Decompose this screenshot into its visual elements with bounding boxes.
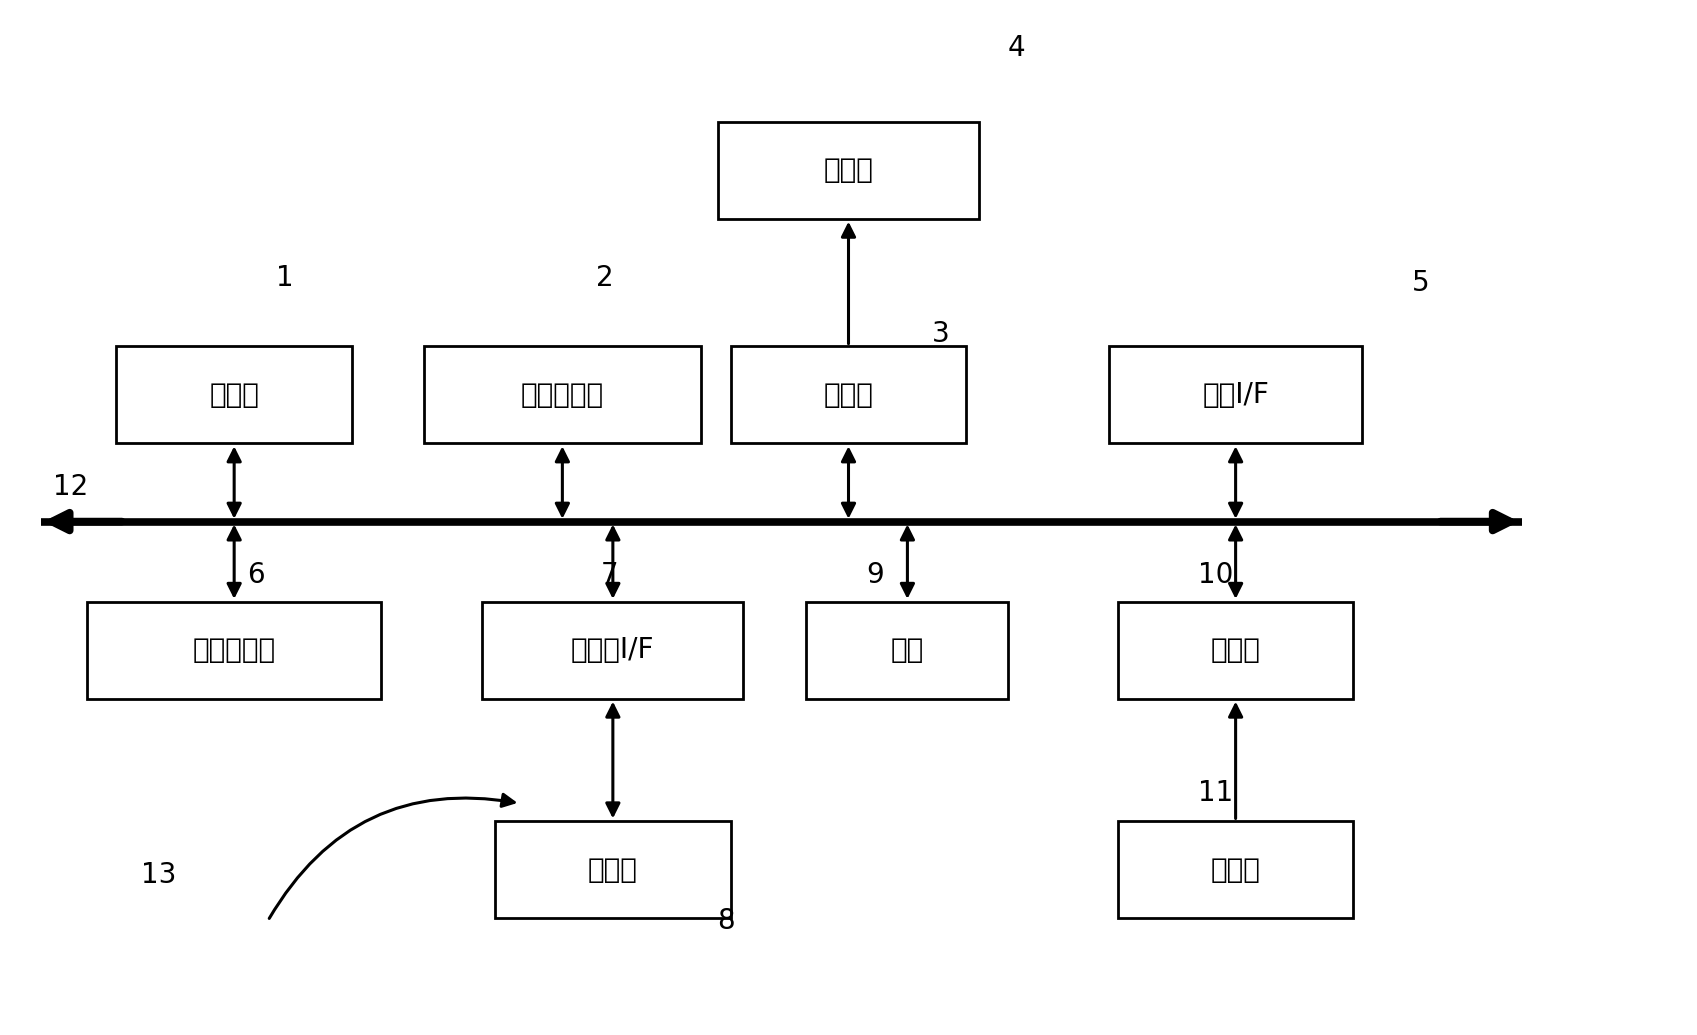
Text: 存储卡I/F: 存储卡I/F bbox=[572, 637, 655, 664]
Bar bbox=[718, 122, 979, 218]
Text: 13: 13 bbox=[141, 861, 176, 889]
Text: 显示部: 显示部 bbox=[823, 156, 874, 184]
Text: 拍摄部: 拍摄部 bbox=[209, 381, 260, 409]
Bar bbox=[806, 601, 1008, 699]
Text: 1: 1 bbox=[277, 264, 294, 292]
Bar bbox=[496, 822, 731, 918]
Bar bbox=[87, 601, 382, 699]
Text: 2: 2 bbox=[596, 264, 613, 292]
Text: 7: 7 bbox=[601, 561, 618, 589]
Text: 3: 3 bbox=[932, 320, 950, 348]
Text: 12: 12 bbox=[53, 473, 88, 501]
Text: 存储卡: 存储卡 bbox=[587, 856, 638, 884]
Text: 闪存: 闪存 bbox=[891, 637, 925, 664]
Text: 11: 11 bbox=[1198, 779, 1234, 807]
Bar bbox=[482, 601, 743, 699]
Text: 通信I/F: 通信I/F bbox=[1201, 381, 1269, 409]
Bar bbox=[1118, 822, 1354, 918]
Text: 显控部: 显控部 bbox=[823, 381, 874, 409]
Text: 操作部: 操作部 bbox=[1210, 856, 1261, 884]
Text: 图像处理部: 图像处理部 bbox=[521, 381, 604, 409]
Text: 5: 5 bbox=[1412, 269, 1429, 297]
Bar bbox=[731, 347, 966, 443]
Text: 8: 8 bbox=[716, 907, 735, 935]
Text: 控制部: 控制部 bbox=[1210, 637, 1261, 664]
Text: 临时存储部: 临时存储部 bbox=[192, 637, 275, 664]
Bar bbox=[424, 347, 701, 443]
Text: 6: 6 bbox=[248, 561, 265, 589]
Bar bbox=[1110, 347, 1363, 443]
Bar bbox=[1118, 601, 1354, 699]
Text: 9: 9 bbox=[867, 561, 884, 589]
Text: 4: 4 bbox=[1008, 34, 1025, 62]
Bar bbox=[117, 347, 351, 443]
Text: 10: 10 bbox=[1198, 561, 1234, 589]
